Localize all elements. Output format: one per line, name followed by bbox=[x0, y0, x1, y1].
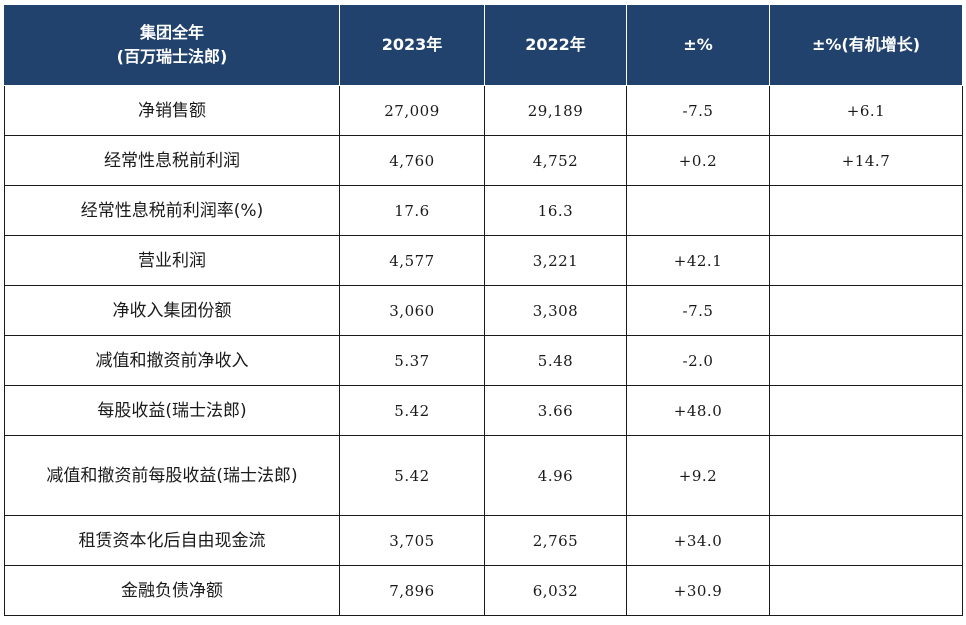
table-body: 净销售额 27,009 29,189 -7.5 +6.1 经常性息税前利润 4,… bbox=[4, 85, 963, 616]
value-2022: 3.66 bbox=[484, 385, 627, 436]
value-2023: 5.42 bbox=[339, 385, 485, 436]
table-row: 每股收益(瑞士法郎) 5.42 3.66 +48.0 bbox=[4, 385, 963, 436]
row-label: 金融负债净额 bbox=[4, 565, 340, 616]
header-organic-change: ±%(有机增长) bbox=[769, 4, 963, 86]
table-row: 金融负债净额 7,896 6,032 +30.9 bbox=[4, 565, 963, 616]
header-metric-title: 集团全年 bbox=[139, 23, 204, 42]
row-label: 减值和撤资前每股收益(瑞士法郎) bbox=[4, 435, 340, 516]
value-organic-change bbox=[769, 515, 963, 566]
financial-summary-table: 集团全年 (百万瑞士法郎) 2023年 2022年 ±% ±%(有机增长) 净销… bbox=[4, 4, 963, 616]
value-change: +30.9 bbox=[626, 565, 770, 616]
table-row: 净收入集团份额 3,060 3,308 -7.5 bbox=[4, 285, 963, 336]
value-2023: 3,060 bbox=[339, 285, 485, 336]
value-2023: 27,009 bbox=[339, 85, 485, 136]
value-2023: 5.42 bbox=[339, 435, 485, 516]
header-row: 集团全年 (百万瑞士法郎) 2023年 2022年 ±% ±%(有机增长) bbox=[4, 4, 963, 86]
table-row: 净销售额 27,009 29,189 -7.5 +6.1 bbox=[4, 85, 963, 136]
table-row: 减值和撤资前净收入 5.37 5.48 -2.0 bbox=[4, 335, 963, 386]
value-organic-change bbox=[769, 185, 963, 236]
value-2023: 5.37 bbox=[339, 335, 485, 386]
table-row: 经常性息税前利润 4,760 4,752 +0.2 +14.7 bbox=[4, 135, 963, 186]
value-organic-change bbox=[769, 285, 963, 336]
value-2022: 4,752 bbox=[484, 135, 627, 186]
value-organic-change: +6.1 bbox=[769, 85, 963, 136]
value-2022: 5.48 bbox=[484, 335, 627, 386]
value-2022: 6,032 bbox=[484, 565, 627, 616]
header-metric: 集团全年 (百万瑞士法郎) bbox=[4, 4, 340, 86]
value-2023: 4,760 bbox=[339, 135, 485, 186]
value-2023: 3,705 bbox=[339, 515, 485, 566]
value-change bbox=[626, 185, 770, 236]
value-2022: 4.96 bbox=[484, 435, 627, 516]
value-2022: 29,189 bbox=[484, 85, 627, 136]
value-2022: 3,308 bbox=[484, 285, 627, 336]
value-change: +48.0 bbox=[626, 385, 770, 436]
value-2022: 3,221 bbox=[484, 235, 627, 286]
row-label: 营业利润 bbox=[4, 235, 340, 286]
value-change: +34.0 bbox=[626, 515, 770, 566]
table-header: 集团全年 (百万瑞士法郎) 2023年 2022年 ±% ±%(有机增长) bbox=[4, 4, 963, 86]
table-row: 租赁资本化后自由现金流 3,705 2,765 +34.0 bbox=[4, 515, 963, 566]
value-organic-change bbox=[769, 335, 963, 386]
value-2023: 4,577 bbox=[339, 235, 485, 286]
value-organic-change bbox=[769, 565, 963, 616]
row-label: 净销售额 bbox=[4, 85, 340, 136]
row-label: 每股收益(瑞士法郎) bbox=[4, 385, 340, 436]
row-label: 减值和撤资前净收入 bbox=[4, 335, 340, 386]
value-2022: 16.3 bbox=[484, 185, 627, 236]
row-label: 租赁资本化后自由现金流 bbox=[4, 515, 340, 566]
value-organic-change: +14.7 bbox=[769, 135, 963, 186]
value-2023: 17.6 bbox=[339, 185, 485, 236]
table-row: 经常性息税前利润率(%) 17.6 16.3 bbox=[4, 185, 963, 236]
value-organic-change bbox=[769, 385, 963, 436]
row-label: 净收入集团份额 bbox=[4, 285, 340, 336]
header-change: ±% bbox=[626, 4, 770, 86]
row-label: 经常性息税前利润率(%) bbox=[4, 185, 340, 236]
value-change: -7.5 bbox=[626, 285, 770, 336]
value-change: -2.0 bbox=[626, 335, 770, 386]
value-2023: 7,896 bbox=[339, 565, 485, 616]
header-metric-unit: (百万瑞士法郎) bbox=[116, 47, 228, 66]
table-row: 减值和撤资前每股收益(瑞士法郎) 5.42 4.96 +9.2 bbox=[4, 435, 963, 516]
header-2022: 2022年 bbox=[484, 4, 627, 86]
value-change: +0.2 bbox=[626, 135, 770, 186]
value-organic-change bbox=[769, 435, 963, 516]
row-label: 经常性息税前利润 bbox=[4, 135, 340, 186]
table-row: 营业利润 4,577 3,221 +42.1 bbox=[4, 235, 963, 286]
value-change: +42.1 bbox=[626, 235, 770, 286]
header-2023: 2023年 bbox=[339, 4, 485, 86]
value-change: -7.5 bbox=[626, 85, 770, 136]
value-2022: 2,765 bbox=[484, 515, 627, 566]
value-organic-change bbox=[769, 235, 963, 286]
value-change: +9.2 bbox=[626, 435, 770, 516]
